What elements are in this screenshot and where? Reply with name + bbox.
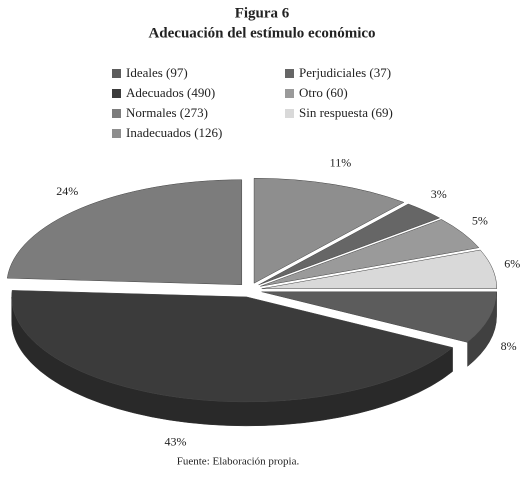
legend-swatch [112, 69, 121, 78]
legend-label: Adecuados (490) [126, 85, 215, 100]
slice-label: 8% [501, 339, 517, 353]
chart-title: Figura 6 [235, 5, 290, 21]
slice [258, 203, 441, 286]
legend-label: Perjudiciales (37) [299, 65, 391, 80]
slice [253, 177, 405, 284]
slice [261, 249, 498, 289]
slice-label: 11% [330, 155, 352, 169]
slice [11, 290, 454, 403]
legend-swatch [112, 129, 121, 138]
slice-label: 5% [472, 213, 488, 227]
legend-label: Sin respuesta (69) [299, 105, 393, 120]
source-note: Fuente: Elaboración propia. [177, 456, 300, 468]
slice [261, 291, 497, 343]
slice [260, 219, 480, 287]
chart-subtitle: Adecuación del estímulo económico [148, 25, 375, 41]
slice [6, 179, 243, 286]
legend-swatch [112, 109, 121, 118]
legend-label: Ideales (97) [126, 65, 188, 80]
legend-label: Normales (273) [126, 105, 208, 120]
slice-label: 24% [56, 184, 78, 198]
slice-label: 43% [165, 435, 187, 449]
legend-label: Inadecuados (126) [126, 125, 222, 140]
legend-label: Otro (60) [299, 85, 348, 100]
legend-swatch [112, 89, 121, 98]
legend-swatch [285, 89, 294, 98]
legend-swatch [285, 69, 294, 78]
legend-swatch [285, 109, 294, 118]
slice-label: 6% [504, 257, 520, 271]
slice-label: 3% [431, 187, 447, 201]
